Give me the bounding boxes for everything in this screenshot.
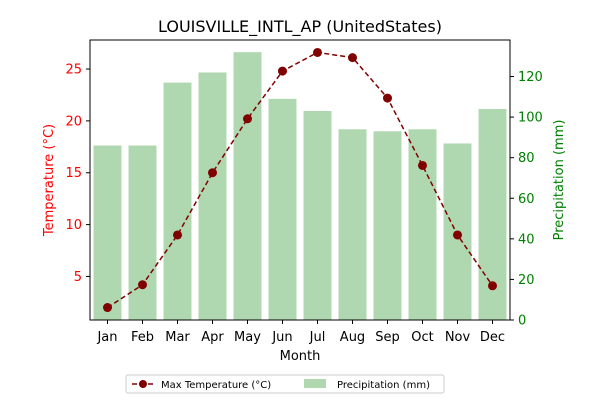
x-tick-label: Jul bbox=[309, 330, 326, 345]
legend-label-temperature: Max Temperature (°C) bbox=[161, 380, 271, 391]
precipitation-bars bbox=[93, 52, 507, 321]
temperature-point-sep bbox=[383, 93, 392, 103]
temperature-point-jun bbox=[278, 66, 287, 76]
y-axis-left-label: Temperature (°C) bbox=[42, 124, 57, 237]
precipitation-bar-jan bbox=[93, 145, 122, 320]
y-axis-left: 5 10 15 20 25 bbox=[65, 63, 90, 285]
temperature-point-mar bbox=[173, 230, 182, 240]
x-tick-label: Apr bbox=[201, 330, 224, 345]
legend-bar-swatch bbox=[304, 379, 326, 388]
temperature-point-jan bbox=[103, 303, 112, 313]
precipitation-bar-jun bbox=[268, 98, 297, 320]
x-tick-label: Jun bbox=[271, 330, 292, 345]
legend-frame bbox=[125, 374, 445, 394]
x-axis: Jan Feb Mar Apr May Jun Jul Aug Sep Oct Nov Dec bbox=[96, 320, 505, 345]
temperature-point-aug bbox=[348, 53, 357, 63]
temperature-line bbox=[107, 51, 494, 309]
x-tick-label: Mar bbox=[165, 330, 190, 345]
temperature-point-apr bbox=[208, 168, 217, 178]
temperature-line-layer bbox=[103, 47, 497, 313]
legend-label-precipitation: Precipitation (mm) bbox=[337, 380, 430, 391]
x-tick-label: Feb bbox=[131, 330, 154, 345]
y-left-tick-label: 20 bbox=[65, 114, 82, 129]
y-right-tick-label: 0 bbox=[518, 314, 526, 329]
precipitation-bar-may bbox=[233, 52, 262, 321]
x-tick-label: May bbox=[234, 330, 261, 345]
precipitation-bar-sep bbox=[373, 131, 402, 320]
legend: Max Temperature (°C) Precipitation (mm) bbox=[125, 374, 445, 394]
x-axis-label: Month bbox=[280, 349, 321, 364]
x-tick-label: Nov bbox=[445, 330, 471, 345]
y-left-tick-label: 25 bbox=[65, 63, 82, 78]
y-left-tick-label: 10 bbox=[65, 218, 82, 233]
y-right-tick-label: 120 bbox=[518, 70, 543, 85]
legend-line-marker bbox=[139, 380, 147, 388]
precipitation-bar-oct bbox=[408, 129, 437, 320]
temperature-point-may bbox=[243, 114, 252, 124]
x-tick-label: Jan bbox=[96, 330, 117, 345]
temperature-point-dec bbox=[488, 281, 497, 291]
temperature-point-oct bbox=[418, 160, 427, 170]
precipitation-bar-jul bbox=[303, 111, 332, 320]
y-right-tick-label: 40 bbox=[518, 232, 535, 247]
precipitation-bar-mar bbox=[163, 82, 192, 320]
plot-frame bbox=[89, 39, 511, 321]
precipitation-bar-feb bbox=[128, 145, 157, 320]
x-tick-label: Dec bbox=[480, 330, 505, 345]
y-right-tick-label: 60 bbox=[518, 192, 535, 207]
y-left-tick-label: 15 bbox=[65, 166, 82, 181]
temperature-point-nov bbox=[453, 230, 462, 240]
temperature-point-feb bbox=[138, 280, 147, 290]
precipitation-bar-apr bbox=[198, 72, 227, 321]
x-tick-label: Oct bbox=[411, 330, 433, 345]
y-right-tick-label: 100 bbox=[518, 111, 543, 126]
y-axis-right: 0 20 40 60 80 100 120 bbox=[510, 70, 543, 329]
y-axis-right-label: Precipitation (mm) bbox=[552, 120, 567, 241]
y-right-tick-label: 20 bbox=[518, 273, 535, 288]
x-tick-label: Sep bbox=[375, 330, 400, 345]
temperature-point-jul bbox=[313, 47, 322, 57]
y-left-tick-label: 5 bbox=[74, 270, 82, 285]
chart-title: LOUISVILLE_INTL_AP (UnitedStates) bbox=[158, 17, 442, 37]
precipitation-bar-aug bbox=[338, 129, 367, 320]
x-tick-label: Aug bbox=[340, 330, 365, 345]
y-right-tick-label: 80 bbox=[518, 151, 535, 166]
